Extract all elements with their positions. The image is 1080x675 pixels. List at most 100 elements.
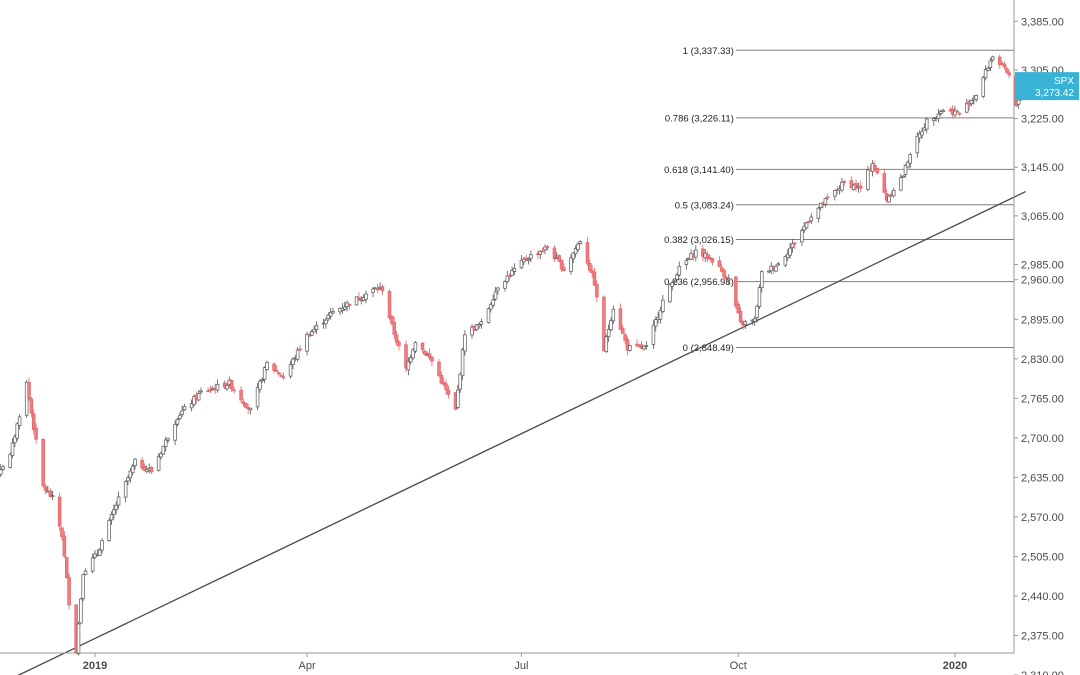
candle[interactable] <box>8 452 12 469</box>
candle[interactable] <box>239 386 243 404</box>
candle[interactable] <box>109 511 114 525</box>
candle[interactable] <box>529 250 533 263</box>
candle[interactable] <box>953 105 957 118</box>
candle[interactable] <box>81 573 85 602</box>
candle[interactable] <box>800 228 804 246</box>
candle[interactable] <box>719 264 724 273</box>
candle[interactable] <box>241 398 246 407</box>
candle[interactable] <box>420 342 425 354</box>
candle[interactable] <box>790 238 795 253</box>
candle[interactable] <box>842 179 847 186</box>
candle[interactable] <box>430 355 434 367</box>
candle[interactable] <box>305 331 309 356</box>
candle[interactable] <box>140 457 144 471</box>
candle[interactable] <box>743 319 748 329</box>
candle[interactable] <box>357 292 361 301</box>
candle[interactable] <box>833 189 837 201</box>
candle[interactable] <box>255 383 260 411</box>
candle[interactable] <box>823 197 828 208</box>
candle[interactable] <box>545 244 550 251</box>
candle[interactable] <box>310 329 314 337</box>
candle[interactable] <box>510 266 514 277</box>
candle[interactable] <box>291 357 295 370</box>
candle[interactable] <box>606 324 611 343</box>
candle[interactable] <box>128 468 133 483</box>
candle[interactable] <box>244 402 248 409</box>
candle[interactable] <box>371 286 375 298</box>
candle[interactable] <box>387 289 392 320</box>
candle[interactable] <box>774 264 778 273</box>
candle[interactable] <box>112 504 116 520</box>
candle[interactable] <box>423 349 427 356</box>
candle[interactable] <box>375 283 380 294</box>
candle[interactable] <box>15 422 19 441</box>
candle[interactable] <box>901 175 905 178</box>
candle[interactable] <box>604 334 609 354</box>
candle[interactable] <box>826 193 830 201</box>
candle[interactable] <box>493 287 498 301</box>
candle[interactable] <box>354 296 359 306</box>
candle[interactable] <box>13 434 17 447</box>
candle[interactable] <box>456 384 460 410</box>
candle[interactable] <box>446 385 451 399</box>
candle[interactable] <box>677 261 682 277</box>
candle[interactable] <box>123 480 128 503</box>
candle[interactable] <box>10 438 15 459</box>
candle[interactable] <box>635 339 639 348</box>
candle[interactable] <box>760 270 764 293</box>
candle[interactable] <box>887 194 891 203</box>
candle[interactable] <box>390 315 394 326</box>
candle[interactable] <box>314 321 319 334</box>
candle[interactable] <box>917 130 922 143</box>
candle[interactable] <box>701 244 705 262</box>
candle[interactable] <box>654 316 658 332</box>
candle[interactable] <box>783 255 788 268</box>
candle[interactable] <box>507 273 512 281</box>
candle[interactable] <box>658 306 663 324</box>
candle[interactable] <box>932 117 936 126</box>
candle[interactable] <box>538 250 543 260</box>
candle[interactable] <box>67 572 71 610</box>
candle[interactable] <box>623 332 627 345</box>
candle[interactable] <box>260 377 265 383</box>
candle[interactable] <box>404 340 408 373</box>
candle[interactable] <box>965 98 969 114</box>
candle[interactable] <box>277 371 281 376</box>
trendline[interactable] <box>13 190 1026 675</box>
candle[interactable] <box>166 437 170 443</box>
candle[interactable] <box>611 305 616 324</box>
candle[interactable] <box>595 280 599 303</box>
candle[interactable] <box>809 213 814 224</box>
candle[interactable] <box>899 173 903 192</box>
candle[interactable] <box>573 245 578 258</box>
candle[interactable] <box>163 436 168 452</box>
candle[interactable] <box>34 423 38 444</box>
candle[interactable] <box>17 414 22 430</box>
candle[interactable] <box>738 307 743 324</box>
candle[interactable] <box>331 307 335 314</box>
candle[interactable] <box>265 360 269 371</box>
candle[interactable] <box>1002 61 1007 70</box>
candle[interactable] <box>734 275 738 309</box>
candle[interactable] <box>206 387 210 393</box>
candle[interactable] <box>672 280 677 285</box>
candle[interactable] <box>1 464 5 471</box>
candle[interactable] <box>1007 69 1011 79</box>
candle[interactable] <box>41 438 45 488</box>
candle[interactable] <box>986 66 990 72</box>
candle[interactable] <box>489 302 493 313</box>
candle[interactable] <box>983 65 988 81</box>
candle[interactable] <box>126 475 130 486</box>
candle[interactable] <box>441 377 446 387</box>
candle[interactable] <box>133 457 137 470</box>
candle[interactable] <box>406 357 411 376</box>
candle[interactable] <box>79 597 83 625</box>
candle[interactable] <box>939 109 943 116</box>
candle[interactable] <box>161 445 166 455</box>
candle[interactable] <box>670 280 675 291</box>
candle[interactable] <box>50 490 55 501</box>
candle[interactable] <box>588 259 592 273</box>
candle[interactable] <box>559 259 564 273</box>
candle[interactable] <box>891 187 896 198</box>
candle[interactable] <box>97 547 102 557</box>
